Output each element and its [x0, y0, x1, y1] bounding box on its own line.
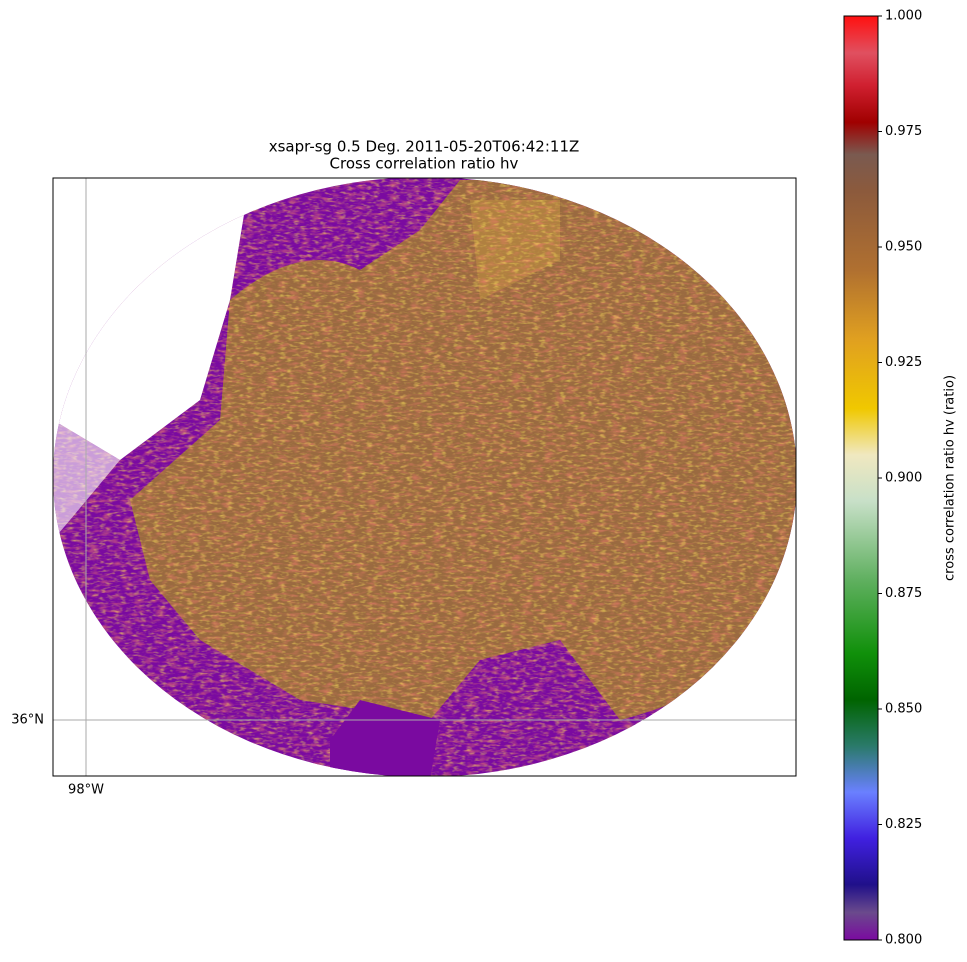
- colorbar-label: cross correlation ratio hv (ratio): [943, 375, 958, 581]
- colorbar-tick-label: 0.975: [885, 124, 922, 139]
- colorbar-tick-label: 0.850: [885, 702, 922, 717]
- colorbar-tick-label: 0.950: [885, 240, 922, 255]
- colorbar-tick-label: 1.000: [885, 9, 922, 24]
- title-line: Cross correlation ratio hv: [330, 155, 519, 173]
- colorbar: [843, 15, 879, 941]
- map-frame: [52, 177, 797, 777]
- lon-label: 98°W: [68, 783, 104, 798]
- lat-label: 36°N: [11, 713, 44, 728]
- radar-image: [53, 178, 796, 776]
- colorbar-tick-label: 0.825: [885, 817, 922, 832]
- title-line: xsapr-sg 0.5 Deg. 2011-05-20T06:42:11Z: [269, 138, 580, 156]
- colorbar-tick-label: 0.900: [885, 471, 922, 486]
- colorbar-tick-label: 0.800: [885, 933, 922, 948]
- colorbar-tick-label: 0.925: [885, 355, 922, 370]
- colorbar-tick-label: 0.875: [885, 586, 922, 601]
